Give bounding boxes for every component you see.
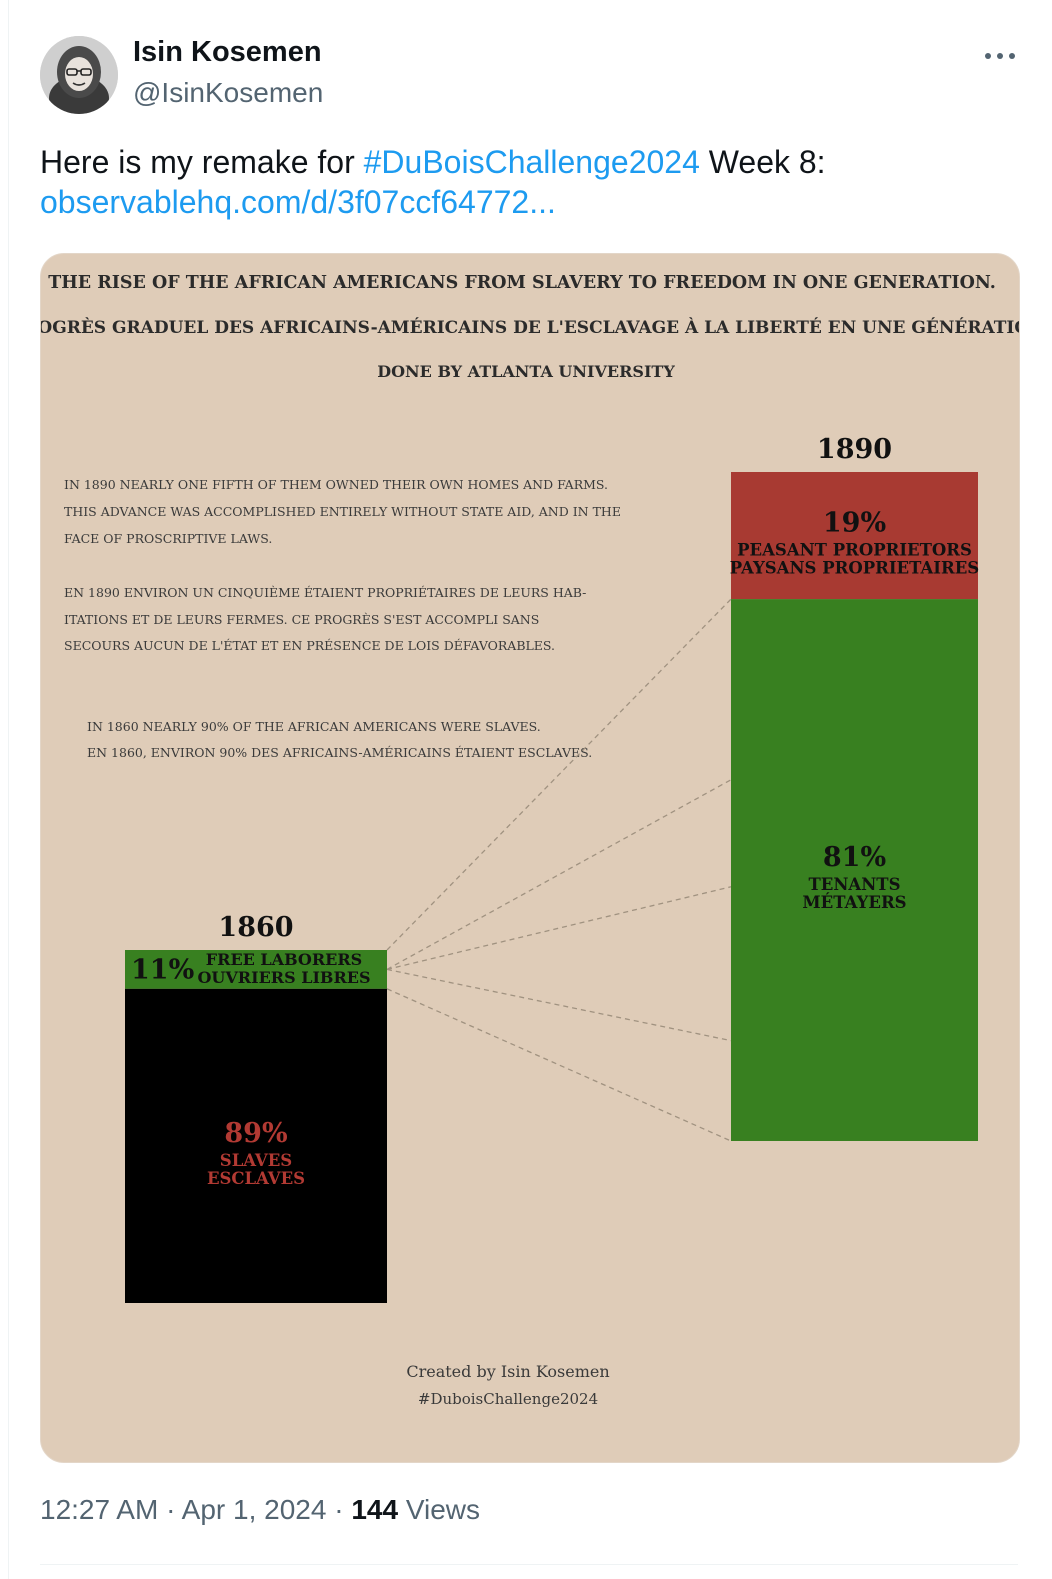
bar-year-label: 1860	[218, 912, 293, 943]
annotation-1890: IN 1890 NEARLY ONE FIFTH OF THEM OWNED T…	[64, 477, 621, 653]
timeline-divider	[8, 0, 9, 1579]
bar-segment	[125, 950, 387, 989]
more-horizontal-icon	[985, 53, 1015, 59]
segment-percent-label: 19%	[823, 508, 886, 539]
segment-name-fr: ESCLAVES	[207, 1169, 305, 1188]
annotation-1860-line: IN 1860 NEARLY 90% OF THE AFRICAN AMERIC…	[87, 719, 541, 734]
chart-credit-line: DONE BY ATLANTA UNIVERSITY	[377, 362, 675, 381]
segment-percent-label: 81%	[823, 842, 886, 873]
meta-separator: ·	[166, 1494, 176, 1525]
segment-name-fr: PAYSANS PROPRIETAIRES	[730, 559, 979, 578]
chart-title: THE RISE OF THE AFRICAN AMERICANS FROM S…	[48, 273, 996, 293]
segment-name-fr: MÉTAYERS	[802, 892, 906, 912]
footer-creator: Created by Isin Kosemen	[406, 1362, 609, 1381]
bar-segment	[125, 988, 387, 1303]
segment-percent-label: 89%	[224, 1118, 287, 1149]
person-photo-icon	[40, 36, 118, 114]
connector-line	[386, 968, 732, 1042]
segment-name-en: TENANTS	[808, 875, 900, 894]
tweet-text-intro: Here is my remake for	[40, 144, 364, 180]
bar-year-label: 1890	[817, 434, 892, 465]
tweet-text-week: Week 8:	[699, 144, 826, 180]
segment-name-en: FREE LABORERS	[206, 950, 362, 969]
segment-name-en: PEASANT PROPRIETORS	[737, 541, 972, 560]
hashtag-link[interactable]: #DuBoisChallenge2024	[363, 144, 700, 180]
annotation-1860: IN 1860 NEARLY 90% OF THE AFRICAN AMERIC…	[87, 719, 592, 760]
chart-subtitle: PROGRÈS GRADUEL DES AFRICAINS-AMÉRICAINS…	[41, 317, 1019, 338]
bar-segment	[731, 599, 978, 1141]
bar-segment	[731, 472, 978, 600]
annotation-1890-line: IN 1890 NEARLY ONE FIFTH OF THEM OWNED T…	[64, 477, 608, 492]
annotation-1890-line: FACE OF PROSCRIPTIVE LAWS.	[64, 531, 272, 546]
segment-name-en: SLAVES	[220, 1151, 292, 1170]
dubois-chart: THE RISE OF THE AFRICAN AMERICANS FROM S…	[41, 273, 1019, 1408]
segment-name-fr: OUVRIERS LIBRES	[197, 968, 370, 987]
author-handle[interactable]: @IsinKosemen	[133, 77, 324, 108]
connector-lines	[386, 598, 732, 1142]
views-count: 144	[351, 1494, 399, 1525]
timestamp-row: 12:27 AM · Apr 1, 2024 · 144 Views	[40, 1494, 480, 1526]
footer-hashtag: #DuboisChallenge2024	[418, 1390, 598, 1408]
annotation-1860-line: EN 1860, ENVIRON 90% DES AFRICAINS-AMÉRI…	[87, 745, 592, 760]
media-image-card[interactable]: THE RISE OF THE AFRICAN AMERICANS FROM S…	[40, 253, 1020, 1463]
more-button[interactable]	[980, 40, 1020, 72]
connector-line	[386, 988, 732, 1142]
connector-line	[386, 886, 732, 971]
avatar[interactable]	[40, 36, 118, 114]
annotation-1890-line: ITATIONS ET DE LEURS FERMES. CE PROGRÈS …	[64, 612, 539, 627]
divider	[40, 1564, 1018, 1565]
annotation-1890-line: SECOURS AUCUN DE L'ÉTAT ET EN PRÉSENCE D…	[64, 638, 555, 653]
tweet-text: Here is my remake for #DuBoisChallenge20…	[40, 142, 1000, 222]
views-label: Views	[405, 1494, 481, 1525]
connector-line	[386, 779, 732, 970]
observable-link[interactable]: observablehq.com/d/3f07ccf64772...	[40, 184, 556, 220]
author-name[interactable]: Isin Kosemen	[133, 36, 322, 68]
meta-separator: ·	[334, 1494, 344, 1525]
annotation-1890-line: EN 1890 ENVIRON UN CINQUIÈME ÉTAIENT PRO…	[64, 585, 586, 600]
post-time[interactable]: 12:27 AM	[40, 1494, 159, 1525]
connector-line	[386, 598, 732, 951]
segment-percent-label: 11%	[131, 954, 194, 985]
post-date[interactable]: Apr 1, 2024	[181, 1494, 327, 1525]
annotation-1890-line: THIS ADVANCE WAS ACCOMPLISHED ENTIRELY W…	[64, 504, 621, 519]
